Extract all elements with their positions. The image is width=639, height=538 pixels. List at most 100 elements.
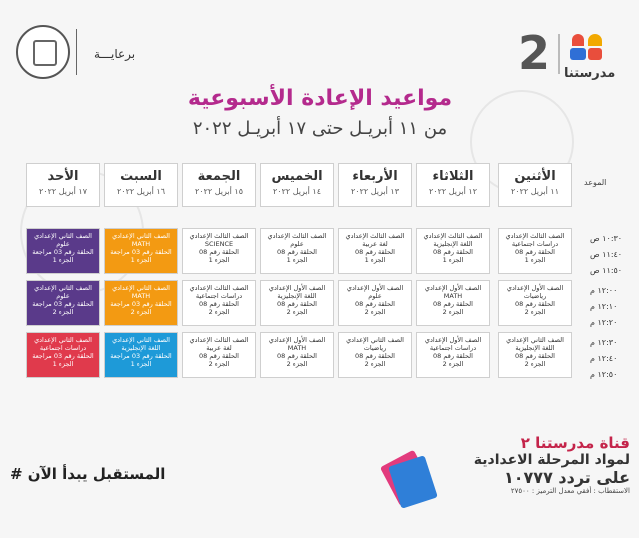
schedule-cell: الصف الثالث الإعدادي لغة عربية الحلقة رقم …: [182, 332, 256, 378]
time-slot: ١٠:٣٠ ص: [590, 234, 623, 243]
cell-line: علوم: [368, 292, 382, 300]
cell-line: الصف الثالث الإعدادي: [189, 336, 249, 344]
cell-line: الحلقة رقم 08: [433, 248, 473, 256]
day-name: الأحد: [47, 169, 79, 184]
sponsor-label: برعايـــة: [94, 47, 136, 61]
channel-frequency: على تردد ١٠٧٧٧: [504, 468, 630, 487]
cell-line: الصف الأول الإعدادي: [424, 336, 482, 344]
divider: [76, 29, 77, 75]
cell-line: اللغة الإنجليزية: [121, 344, 161, 352]
day-header: الأربعاء ١٣ أبريل ٢٠٢٢: [338, 163, 412, 207]
cell-line: الحلقة رقم 03 مراجعة: [110, 248, 172, 256]
cell-line: رياضيات: [363, 344, 387, 352]
cell-line: الحلقة رقم 08: [355, 300, 395, 308]
cell-line: الحلقة رقم 08: [277, 352, 317, 360]
schedule-cell: الصف الثالث الإعدادي دراسات اجتماعية الحلق…: [182, 280, 256, 326]
day-date: ١٣ أبريل ٢٠٢٢: [350, 187, 399, 196]
ministry-brand: برعايـــة: [8, 25, 148, 85]
schedule-cell: الصف الأول الإعدادي MATH الحلقة رقم 08 الجز…: [260, 332, 334, 378]
day-name: الجمعة: [197, 169, 241, 184]
cell-line: الجزء 1: [524, 256, 546, 264]
channel-reception: الاستقطاب : أفقي معدل الترميز : ٢٧٥٠٠: [510, 487, 630, 495]
day-date: ١٢ أبريل ٢٠٢٢: [428, 187, 477, 196]
cell-line: الحلقة رقم 08: [199, 300, 239, 308]
brand-name: مدرستنا: [564, 66, 616, 81]
cell-line: الحلقة رقم 08: [199, 248, 239, 256]
cell-line: الصف الثاني الإعدادي: [112, 336, 170, 344]
day-name: الخميس: [271, 169, 323, 184]
cell-line: الصف الأول الإعدادي: [506, 284, 564, 292]
day-date: ١١ أبريل ٢٠٢٢: [510, 187, 559, 196]
schedule-cell: الصف الثالث الإعدادي دراسات اجتماعية الحلق…: [498, 228, 572, 274]
cell-line: دراسات اجتماعية: [429, 344, 477, 352]
cell-line: الحلقة رقم 03 مراجعة: [32, 248, 94, 256]
day-name: السبت: [120, 169, 162, 184]
cell-line: الصف الثالث الإعدادي: [189, 232, 249, 240]
divider: [558, 34, 560, 74]
cell-line: اللغة الإنجليزية: [515, 344, 555, 352]
cell-line: الجزء 1: [364, 256, 386, 264]
day-header: الأحد ١٧ أبريل ٢٠٢٢: [26, 163, 100, 207]
cell-line: رياضيات: [523, 292, 547, 300]
cell-line: الجزء 1: [52, 360, 74, 368]
cell-line: اللغة الإنجليزية: [433, 240, 473, 248]
schedule-cell: الصف الثاني الإعدادي علوم الحلقة رقم 03 مر…: [26, 280, 100, 326]
cell-line: علوم: [290, 240, 304, 248]
cell-line: الجزء 1: [442, 256, 464, 264]
time-slot: ١٢:٥٠ م: [590, 370, 618, 379]
schedule-cell: الصف الثالث الإعدادي اللغة الإنجليزية الحل…: [416, 228, 490, 274]
time-slot: ١١:٥٠ ص: [590, 266, 623, 275]
schedule-cell: الصف الثاني الإعدادي اللغة الإنجليزية الحل…: [498, 332, 572, 378]
day-header: الخميس ١٤ أبريل ٢٠٢٢: [260, 163, 334, 207]
cell-line: الحلقة رقم 03 مراجعة: [32, 352, 94, 360]
cell-line: الجزء 1: [130, 360, 152, 368]
cell-line: الحلقة رقم 08: [277, 248, 317, 256]
cell-line: الحلقة رقم 03 مراجعة: [110, 300, 172, 308]
cell-line: الصف الأول الإعدادي: [268, 336, 326, 344]
day-name: الأربعاء: [352, 169, 398, 184]
slogan: # المستقبل يبدأ الآن: [10, 465, 166, 483]
schedule-cell: الصف الثالث الإعدادي SCIENCE الحلقة رقم 08…: [182, 228, 256, 274]
cell-line: الصف الثاني الإعدادي: [34, 232, 92, 240]
cell-line: الجزء 1: [286, 256, 308, 264]
schedule-cell: الصف الثاني الإعدادي MATH الحلقة رقم 03 مر…: [104, 228, 178, 274]
time-slot: ١٢:٣٠ م: [590, 338, 618, 347]
cell-line: الحلقة رقم 08: [355, 352, 395, 360]
cell-line: الصف الثاني الإعدادي: [34, 336, 92, 344]
schedule-cell: الصف الثاني الإعدادي دراسات اجتماعية الحلق…: [26, 332, 100, 378]
cell-line: الجزء 2: [286, 360, 308, 368]
cell-line: الجزء 2: [442, 360, 464, 368]
schedule-cell: الصف الأول الإعدادي علوم الحلقة رقم 08 الجز…: [338, 280, 412, 326]
day-header: الأثنين ١١ أبريل ٢٠٢٢: [498, 163, 572, 207]
cell-line: الجزء 2: [364, 308, 386, 316]
cell-line: الجزء 2: [524, 360, 546, 368]
cell-line: الجزء 2: [52, 308, 74, 316]
cell-line: الصف الثالث الإعدادي: [505, 232, 565, 240]
cell-line: الجزء 1: [130, 256, 152, 264]
channel-subject: لمواد المرحلة الاعدادية: [473, 452, 630, 468]
cell-line: الحلقة رقم 08: [355, 248, 395, 256]
schedule-cell: الصف الثاني الإعدادي MATH الحلقة رقم 03 مر…: [104, 280, 178, 326]
cell-line: الصف الأول الإعدادي: [346, 284, 404, 292]
cell-line: الصف الثاني الإعدادي: [112, 284, 170, 292]
cell-line: دراسات اجتماعية: [39, 344, 87, 352]
cell-line: الصف الثاني الإعدادي: [346, 336, 404, 344]
schedule-cell: الصف الثاني الإعدادي اللغة الإنجليزية الحل…: [104, 332, 178, 378]
cell-line: علوم: [56, 292, 70, 300]
cell-line: الجزء 2: [524, 308, 546, 316]
cell-line: الصف الثالث الإعدادي: [267, 232, 327, 240]
cell-line: الجزء 2: [208, 360, 230, 368]
cell-line: MATH: [443, 292, 463, 300]
cell-line: الجزء 2: [286, 308, 308, 316]
schedule-cell: الصف الأول الإعدادي رياضيات الحلقة رقم 08 ا…: [498, 280, 572, 326]
cell-line: الصف الثالث الإعدادي: [345, 232, 405, 240]
time-slot: ١٢:١٠ م: [590, 302, 618, 311]
cell-line: دراسات اجتماعية: [195, 292, 243, 300]
notebook-icon: [379, 449, 438, 512]
time-slot: ١٢:٠٠ م: [590, 286, 618, 295]
cell-line: الصف الثاني الإعدادي: [506, 336, 564, 344]
day-name: الثلاثاء: [432, 169, 474, 184]
cell-line: الجزء 2: [364, 360, 386, 368]
cell-line: دراسات اجتماعية: [511, 240, 559, 248]
